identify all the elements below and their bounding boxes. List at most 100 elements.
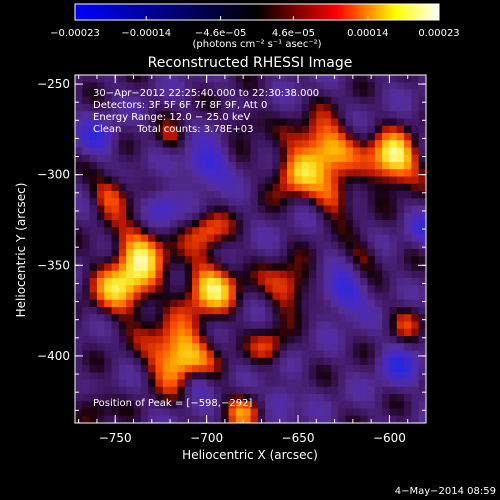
heatmap-cell <box>352 241 361 250</box>
heatmap-cell <box>155 343 164 351</box>
heatmap-cell <box>228 401 237 409</box>
heatmap-cell <box>411 263 420 272</box>
heatmap-cell <box>162 191 171 199</box>
heatmap-cell <box>184 147 193 156</box>
heatmap-cell <box>199 241 208 250</box>
heatmap-cell <box>338 227 346 235</box>
heatmap-cell <box>272 162 281 170</box>
heatmap-cell <box>192 249 200 257</box>
heatmap-cell <box>228 328 237 337</box>
heatmap-cell <box>250 82 259 90</box>
heatmap-cell <box>111 154 120 163</box>
heatmap-cell <box>148 357 156 366</box>
heatmap-cell <box>418 270 426 279</box>
heatmap-cell <box>126 386 134 395</box>
heatmap-cell <box>382 234 390 243</box>
heatmap-cell <box>272 365 281 373</box>
heatmap-cell <box>338 147 346 156</box>
heatmap-cell <box>345 292 354 301</box>
heatmap-cell <box>96 401 105 409</box>
heatmap-cell <box>316 350 325 359</box>
heatmap-cell <box>404 147 412 156</box>
heatmap-cell <box>104 205 112 214</box>
heatmap-cell <box>352 198 361 206</box>
heatmap-cell <box>418 285 426 293</box>
heatmap-cell <box>316 307 325 315</box>
heatmap-cell <box>396 365 405 373</box>
heatmap-cell <box>140 82 149 90</box>
heatmap-cell <box>111 328 120 337</box>
heatmap-cell <box>155 328 164 337</box>
heatmap-cell <box>418 75 426 83</box>
heatmap-cell <box>323 372 332 380</box>
heatmap-cell <box>404 343 412 351</box>
heatmap-cell <box>360 307 368 315</box>
heatmap-cell <box>411 104 420 112</box>
heatmap-cell <box>360 321 368 330</box>
heatmap-cell <box>294 183 303 192</box>
heatmap-cell <box>243 205 251 214</box>
heatmap-cell <box>323 220 332 228</box>
heatmap-cell <box>118 96 127 105</box>
heatmap-cell <box>265 234 273 243</box>
heatmap-cell <box>82 198 91 206</box>
heatmap-cell <box>192 256 200 264</box>
heatmap-cell <box>104 104 112 112</box>
heatmap-cell <box>323 321 332 330</box>
heatmap-cell <box>265 270 273 279</box>
heatmap-cell <box>243 125 251 134</box>
heatmap-cell <box>250 350 259 359</box>
heatmap-cell <box>199 82 208 90</box>
heatmap-cell <box>330 379 339 388</box>
heatmap-cell <box>243 365 251 373</box>
heatmap-cell <box>199 183 208 192</box>
heatmap-cell <box>382 125 390 134</box>
heatmap-cell <box>374 249 383 257</box>
heatmap-cell <box>411 386 420 395</box>
heatmap-cell <box>199 314 208 322</box>
heatmap-cell <box>309 111 317 119</box>
heatmap-cell <box>126 212 134 221</box>
heatmap-cell <box>279 191 288 199</box>
heatmap-cell <box>338 89 346 98</box>
heatmap-cell <box>243 321 251 330</box>
heatmap-cell <box>228 249 237 257</box>
heatmap-cell <box>301 96 310 105</box>
heatmap-cell <box>382 89 390 98</box>
heatmap-cell <box>345 118 354 127</box>
heatmap-cell <box>126 125 134 134</box>
heatmap-cell <box>111 147 120 156</box>
heatmap-cell <box>243 292 251 301</box>
heatmap-cell <box>345 220 354 228</box>
heatmap-cell <box>82 408 91 417</box>
heatmap-cell <box>228 299 237 308</box>
heatmap-cell <box>257 336 266 344</box>
heatmap-cell <box>243 234 251 243</box>
heatmap-cell <box>170 125 178 134</box>
heatmap-cell <box>140 241 149 250</box>
heatmap-cell <box>96 169 105 177</box>
heatmap-cell <box>338 386 346 395</box>
heatmap-cell <box>206 292 215 301</box>
heatmap-cell <box>411 96 420 105</box>
heatmap-cell <box>243 350 251 359</box>
heatmap-cell <box>323 415 332 423</box>
heatmap-cell <box>228 89 237 98</box>
heatmap-cell <box>374 372 383 380</box>
heatmap-cell <box>389 147 398 156</box>
heatmap-cell <box>235 75 244 83</box>
heatmap-cell <box>235 256 244 264</box>
heatmap-cell <box>294 299 303 308</box>
heatmap-cell <box>257 104 266 112</box>
heatmap-cell <box>294 401 303 409</box>
y-tick-label: −400 <box>37 349 70 363</box>
heatmap-cell <box>184 133 193 141</box>
heatmap-cell <box>323 343 332 351</box>
heatmap-cell <box>177 169 186 177</box>
heatmap-cell <box>287 212 295 221</box>
heatmap-cell <box>206 270 215 279</box>
heatmap-cell <box>272 292 281 301</box>
heatmap-cell <box>330 343 339 351</box>
heatmap-cell <box>345 205 354 214</box>
heatmap-cell <box>235 278 244 286</box>
